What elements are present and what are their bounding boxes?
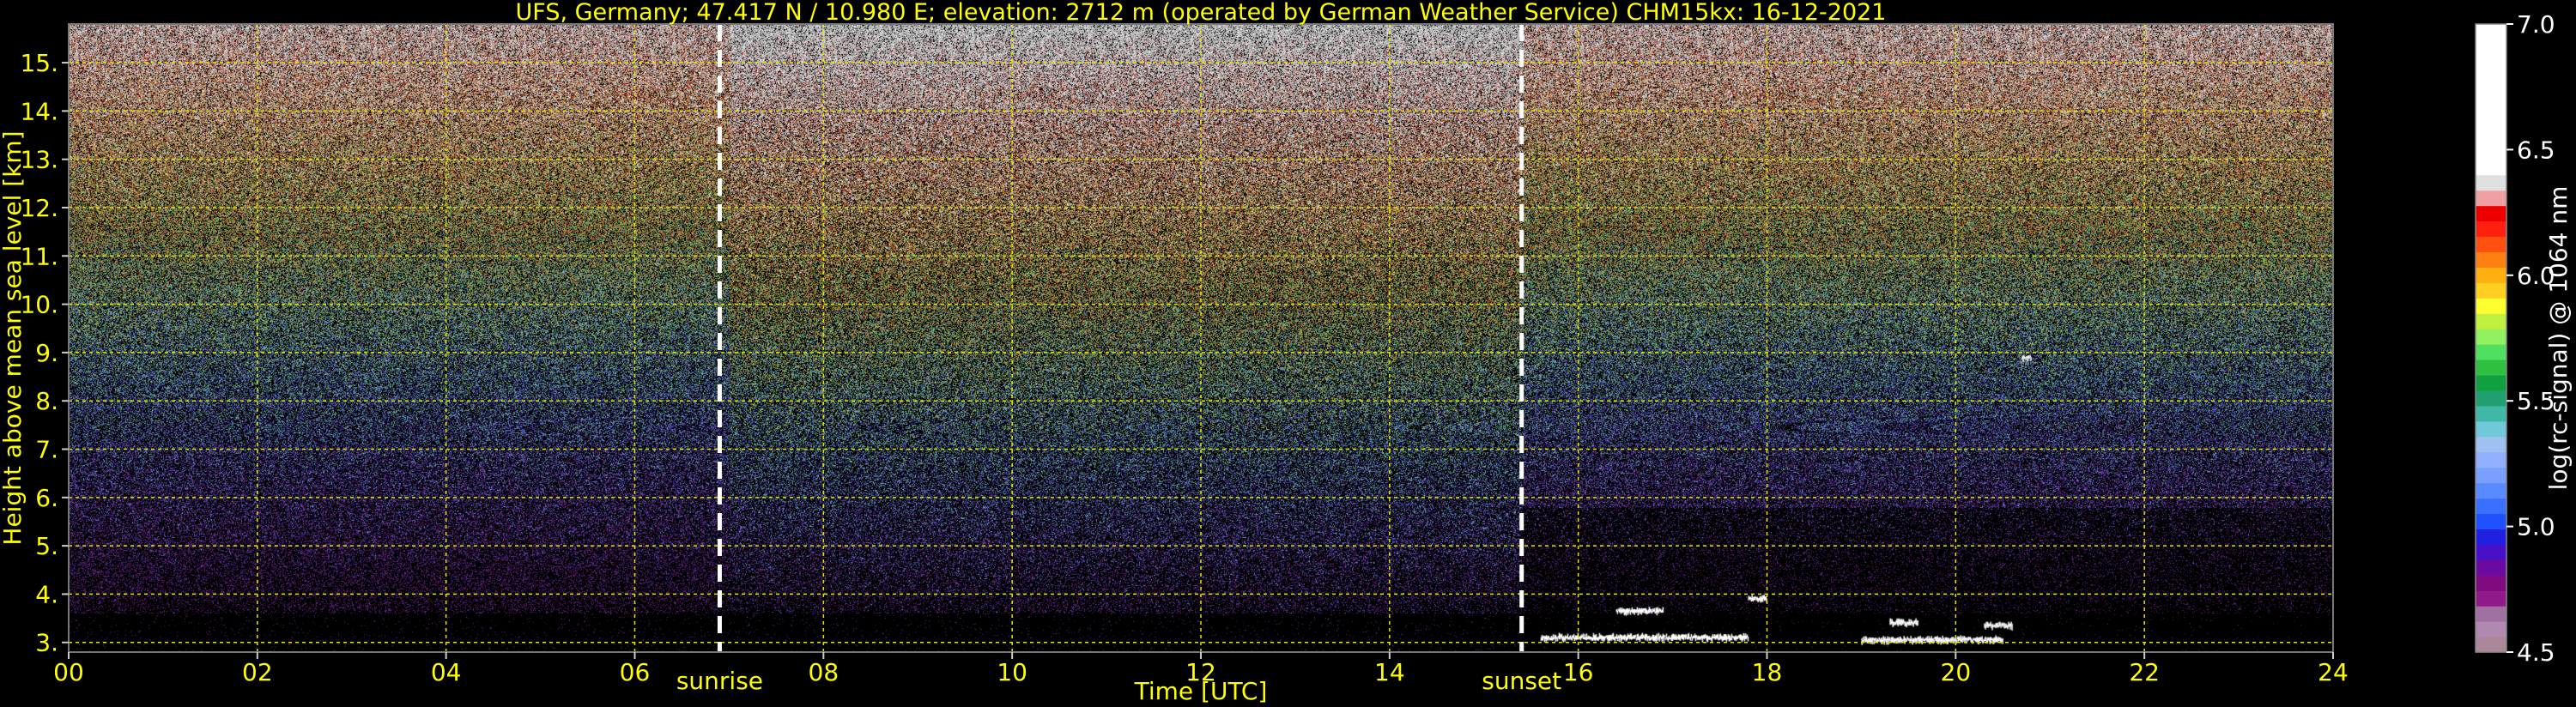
y-tick-label: 14. bbox=[20, 97, 58, 125]
y-axis-label: Height above mean sea level [km] bbox=[0, 130, 27, 545]
colorbar-band bbox=[2476, 360, 2506, 376]
chart-title: UFS, Germany; 47.417 N / 10.980 E; eleva… bbox=[516, 0, 1887, 26]
y-tick-label: 5. bbox=[35, 532, 58, 560]
colorbar-band bbox=[2476, 529, 2506, 545]
colorbar-band bbox=[2476, 590, 2506, 607]
x-tick-label: 00 bbox=[53, 658, 84, 686]
colorbar-band bbox=[2476, 251, 2506, 268]
y-tick-label: 4. bbox=[35, 580, 58, 608]
y-tick-label: 15. bbox=[20, 49, 58, 77]
colorbar-tick-label: 6.5 bbox=[2517, 136, 2555, 164]
colorbar-tick-label: 5.0 bbox=[2517, 513, 2555, 541]
colorbar-band bbox=[2476, 267, 2506, 283]
colorbar-band bbox=[2476, 420, 2506, 438]
colorbar-band bbox=[2476, 621, 2506, 638]
colorbar: 4.5 5.0 5.5 6.0 6.5 7.0 log(rc-signal) @ 1064… bbox=[2475, 10, 2573, 667]
colorbar-band bbox=[2476, 282, 2506, 299]
x-tick-label: 08 bbox=[809, 658, 839, 686]
x-axis-label: Time [UTC] bbox=[1134, 677, 1268, 705]
x-tick-label: 10 bbox=[997, 658, 1027, 686]
x-tick-label: 02 bbox=[242, 658, 273, 686]
x-tick-label: 04 bbox=[431, 658, 462, 686]
x-tick-label: 24 bbox=[2318, 658, 2349, 686]
colorbar-tick-label: 6.0 bbox=[2517, 262, 2555, 290]
signal-heatmap bbox=[69, 24, 2333, 652]
colorbar-band bbox=[2476, 498, 2506, 515]
y-ticks: 3. 4. 5. 6. 7. 8. 9. 10. 11. 12. 13. 14. 15. bbox=[20, 49, 69, 657]
y-tick-label: 10. bbox=[20, 291, 58, 319]
colorbar-band bbox=[2476, 221, 2506, 238]
colorbar-band bbox=[2476, 405, 2506, 422]
x-tick-label: 12 bbox=[1185, 658, 1216, 686]
colorbar-band bbox=[2476, 313, 2506, 329]
colorbar-tick-label: 7.0 bbox=[2517, 10, 2555, 39]
colorbar-band bbox=[2476, 329, 2506, 345]
colorbar-band bbox=[2476, 174, 2506, 191]
colorbar-band bbox=[2476, 482, 2506, 499]
colorbar-band bbox=[2476, 637, 2506, 653]
colorbar-band bbox=[2476, 344, 2506, 360]
y-tick-label: 6. bbox=[35, 484, 58, 512]
colorbar-frame bbox=[2475, 23, 2507, 653]
colorbar-band bbox=[2476, 236, 2506, 253]
colorbar-band bbox=[2476, 298, 2506, 314]
colorbar-tick-label: 5.5 bbox=[2517, 387, 2555, 415]
colorbar-band bbox=[2476, 24, 2506, 176]
colorbar-band bbox=[2476, 575, 2506, 591]
colorbar-ticks: 4.5 5.0 5.5 6.0 6.5 7.0 bbox=[2506, 10, 2555, 667]
x-tick-label: 20 bbox=[1941, 658, 1972, 686]
colorbar-band bbox=[2476, 513, 2506, 530]
y-tick-label: 12. bbox=[20, 194, 58, 222]
colorbar-label: log(rc-signal) @ 1064 nm bbox=[2544, 186, 2573, 491]
colorbar-band bbox=[2476, 606, 2506, 622]
y-tick-label: 11. bbox=[20, 242, 58, 270]
colorbar-tick-label: 4.5 bbox=[2517, 638, 2555, 667]
sunrise-label: sunrise bbox=[676, 667, 763, 695]
colorbar-band bbox=[2476, 374, 2506, 391]
y-tick-label: 9. bbox=[35, 339, 58, 367]
colorbar-band bbox=[2476, 390, 2506, 407]
colorbar-band bbox=[2476, 205, 2506, 222]
y-tick-label: 3. bbox=[35, 629, 58, 657]
sun-markers: sunrise sunset bbox=[676, 24, 1561, 695]
sunset-label: sunset bbox=[1482, 667, 1561, 695]
x-tick-label: 22 bbox=[2129, 658, 2160, 686]
x-tick-label: 14 bbox=[1374, 658, 1405, 686]
colorbar-band bbox=[2476, 544, 2506, 560]
x-ticks: 00 02 04 06 08 10 12 14 16 18 20 22 24 bbox=[53, 652, 2349, 686]
colorbar-band bbox=[2476, 451, 2506, 468]
colorbar-band bbox=[2476, 559, 2506, 576]
colorbar-band bbox=[2476, 436, 2506, 453]
x-tick-label: 18 bbox=[1752, 658, 1783, 686]
grid-lines bbox=[69, 24, 2333, 652]
colorbar-band bbox=[2476, 467, 2506, 484]
colorbar-band bbox=[2476, 190, 2506, 207]
y-tick-label: 8. bbox=[35, 387, 58, 415]
x-tick-label: 16 bbox=[1563, 658, 1594, 686]
y-tick-label: 13. bbox=[20, 146, 58, 174]
x-tick-label: 06 bbox=[620, 658, 651, 686]
colorbar-bands bbox=[2476, 24, 2506, 653]
y-tick-label: 7. bbox=[35, 436, 58, 464]
